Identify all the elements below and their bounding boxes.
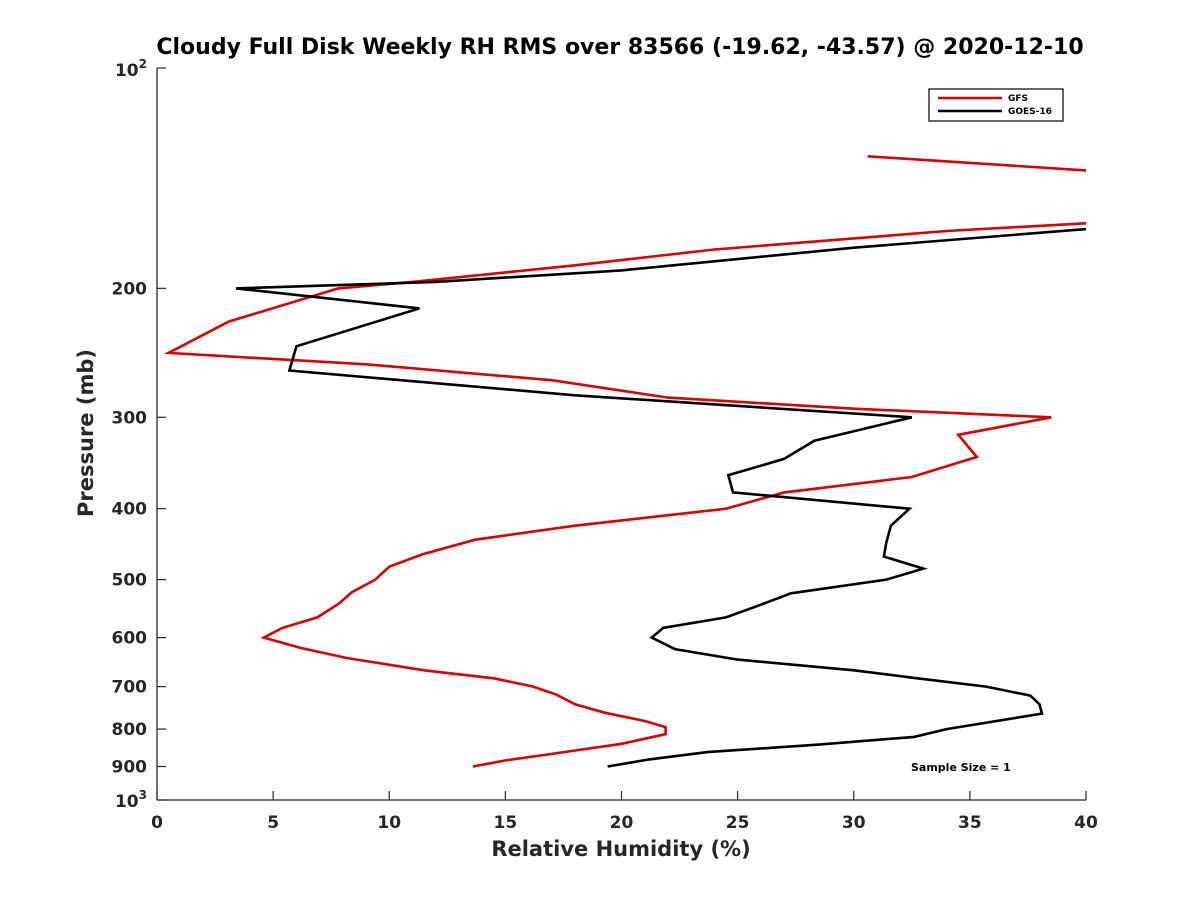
x-tick-label: 40 [1074,813,1098,833]
x-tick-label: 35 [958,813,982,833]
legend-label-gfs: GFS [1008,94,1028,104]
y-tick-label: 500 [112,571,148,591]
x-tick-label: 25 [726,813,750,833]
series-line-gfs [867,155,1086,172]
x-tick-label: 10 [377,813,401,833]
y-tick-base: 10 [115,61,139,81]
y-tick-label: 700 [112,678,148,698]
legend-label-goes16: GOES-16 [1008,107,1052,117]
legend: GFS GOES-16 [928,88,1064,122]
series-line-goes-16 [235,227,1086,768]
y-tick-label: 900 [112,758,148,778]
y-tick-label: 800 [112,720,148,740]
sample-size-annotation: Sample Size = 1 [911,761,1011,774]
y-tick-label: 600 [112,629,148,649]
axes [156,68,1086,801]
y-tick-label: 102 [115,57,147,81]
x-tick-label: 30 [842,813,866,833]
legend-box [928,88,1064,122]
axis-ticks: 0 5 10 15 20 25 30 35 40102200300400500600700800… [112,57,1098,833]
y-tick-label: 200 [112,279,148,299]
x-tick-label: 20 [610,813,634,833]
y-tick-label: 103 [115,788,147,812]
series-line-gfs [163,222,1086,768]
x-axis-label: Relative Humidity (%) [491,837,750,861]
y-tick-exponent: 3 [139,788,147,802]
y-axis-label: Pressure (mb) [74,349,98,517]
x-tick-label: 15 [494,813,518,833]
x-tick-label: 0 [151,813,163,833]
y-tick-base: 10 [115,792,139,812]
chart-title: Cloudy Full Disk Weekly RH RMS over 8356… [156,35,1083,60]
x-tick-label: 5 [267,813,279,833]
y-tick-label: 300 [112,408,148,428]
y-tick-exponent: 2 [139,57,147,71]
y-tick-label: 400 [112,500,148,520]
data-series [163,155,1086,768]
